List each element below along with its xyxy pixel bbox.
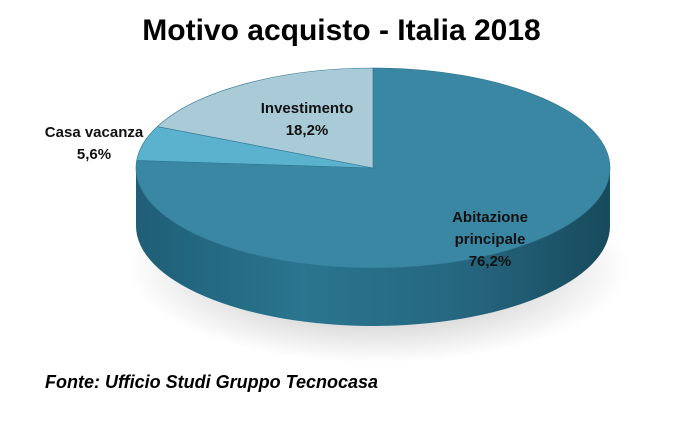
pie-slice-investimento: [156, 67, 374, 169]
data-label-investimento: Investimento 18,2%: [261, 100, 354, 139]
data-label-casa-vacanza: Casa vacanza 5,6%: [45, 124, 144, 163]
pie-side-wall: [136, 168, 610, 326]
chart-title: Motivo acquisto - Italia 2018: [142, 14, 541, 47]
source-note: Fonte: Ufficio Studi Gruppo Tecnocasa: [45, 372, 379, 392]
data-label-abitazione-principale: Abitazione principale 76,2%: [452, 209, 528, 270]
